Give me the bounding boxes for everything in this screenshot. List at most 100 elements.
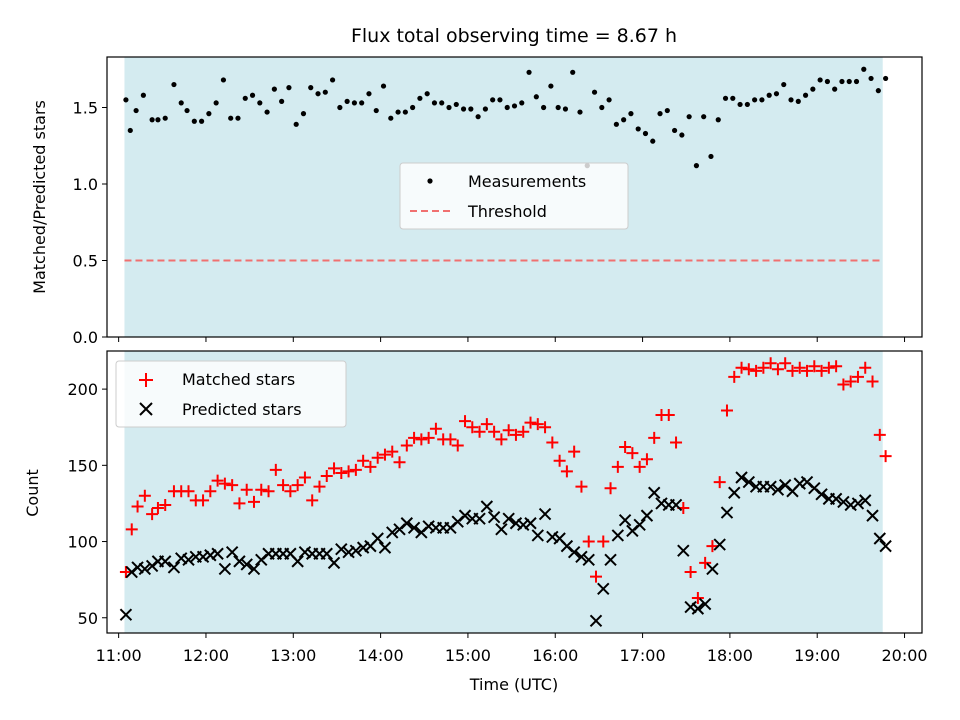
predicted-star-point bbox=[575, 550, 588, 563]
predicted-star-point bbox=[677, 544, 690, 557]
matched-star-point bbox=[815, 364, 828, 377]
predicted-star-point bbox=[771, 483, 785, 496]
matched-star-point bbox=[255, 483, 268, 496]
predicted-star-point bbox=[691, 602, 705, 615]
bottom-y-axis-label: Count bbox=[23, 469, 42, 517]
matched-star-point bbox=[371, 451, 384, 464]
matched-star-point bbox=[582, 535, 595, 548]
predicted-star-point bbox=[713, 538, 726, 551]
measurement-point bbox=[606, 97, 612, 103]
matched-star-point bbox=[640, 453, 653, 466]
chart-title: Flux total observing time = 8.67 h bbox=[351, 25, 677, 47]
x-tick-label: 12:00 bbox=[183, 646, 229, 665]
matched-star-point bbox=[611, 460, 624, 473]
measurement-point bbox=[788, 97, 794, 103]
measurement-point bbox=[446, 104, 452, 111]
measurement-point bbox=[613, 121, 619, 127]
matched-star-point bbox=[801, 364, 814, 377]
predicted-star-point bbox=[335, 542, 348, 556]
predicted-star-point bbox=[720, 506, 734, 519]
x-axis-label: Time (UTC) bbox=[469, 675, 558, 694]
predicted-star-point bbox=[866, 509, 879, 522]
matched-star-point bbox=[713, 476, 726, 489]
predicted-star-point bbox=[531, 529, 544, 542]
measurement-point bbox=[861, 66, 867, 72]
measurement-point bbox=[773, 91, 780, 97]
matched-star-point bbox=[619, 441, 632, 454]
measurement-point bbox=[679, 132, 685, 138]
predicted-star-point bbox=[349, 544, 363, 557]
matched-star-point bbox=[597, 535, 610, 548]
matched-star-point bbox=[233, 497, 246, 510]
predicted-star-point bbox=[655, 497, 668, 510]
matched-star-point bbox=[182, 485, 195, 498]
matched-star-point bbox=[866, 375, 879, 388]
predicted-star-point bbox=[327, 556, 341, 570]
measurement-point bbox=[228, 115, 234, 121]
measurement-point bbox=[526, 69, 532, 75]
matched-star-point bbox=[459, 415, 472, 428]
predicted-star-point bbox=[589, 614, 603, 628]
top-y-axis-label: Matched/Predicted stars bbox=[30, 100, 49, 294]
matched-star-point bbox=[786, 364, 799, 377]
measurement-point bbox=[846, 78, 852, 85]
measurement-point bbox=[715, 117, 721, 123]
matched-star-point bbox=[240, 483, 253, 496]
matched-star-point bbox=[429, 422, 442, 435]
matched-star-point bbox=[859, 361, 872, 374]
predicted-star-point bbox=[487, 510, 501, 524]
measurement-point bbox=[242, 95, 248, 101]
matched-star-point bbox=[451, 439, 464, 452]
predicted-star-point bbox=[378, 541, 392, 554]
measurement-point bbox=[635, 126, 641, 132]
matched-star-point bbox=[247, 495, 260, 508]
x-tick-label: 19:00 bbox=[794, 646, 840, 665]
measurement-point bbox=[839, 78, 845, 85]
matched-star-point bbox=[517, 425, 530, 438]
measurement-point bbox=[380, 83, 387, 89]
x-tick-label: 18:00 bbox=[707, 646, 753, 665]
predicted-star-point bbox=[597, 582, 610, 596]
measurement-point bbox=[497, 97, 503, 103]
measurement-point bbox=[642, 130, 649, 137]
predicted-star-point bbox=[538, 507, 552, 521]
matched-star-point bbox=[706, 540, 719, 553]
legend-predicted-marker bbox=[139, 402, 153, 416]
matched-star-point bbox=[750, 364, 763, 377]
measurement-point bbox=[162, 115, 168, 121]
measurement-point bbox=[235, 115, 241, 121]
measurement-point bbox=[504, 104, 510, 111]
matched-star-point bbox=[590, 570, 602, 583]
matched-star-point bbox=[378, 448, 391, 461]
predicted-star-point bbox=[517, 518, 530, 531]
matched-star-point bbox=[444, 433, 457, 446]
matched-star-point bbox=[568, 445, 581, 458]
matched-star-point bbox=[502, 424, 515, 437]
measurement-point bbox=[686, 114, 692, 120]
predicted-star-point bbox=[793, 477, 806, 490]
matched-star-point bbox=[204, 485, 217, 498]
legend-matched-label: Matched stars bbox=[182, 370, 295, 389]
matched-star-point bbox=[466, 421, 479, 434]
matched-star-point bbox=[218, 477, 231, 490]
x-tick-label: 17:00 bbox=[620, 646, 666, 665]
measurement-point bbox=[264, 109, 270, 115]
matched-star-point bbox=[473, 425, 486, 438]
bottom-y-tick-label: 100 bbox=[67, 533, 98, 552]
measurement-point bbox=[257, 100, 263, 106]
predicted-star-point bbox=[742, 475, 756, 489]
measurement-point bbox=[795, 98, 801, 104]
legend-threshold-label: Threshold bbox=[467, 202, 547, 221]
matched-star-point bbox=[830, 360, 843, 373]
x-tick-label: 15:00 bbox=[445, 646, 491, 665]
measurement-point bbox=[722, 95, 729, 101]
measurement-point bbox=[460, 106, 467, 112]
predicted-star-point bbox=[844, 498, 857, 512]
measurement-point bbox=[198, 118, 205, 124]
predicted-star-point bbox=[698, 597, 712, 611]
x-tick-label: 14:00 bbox=[358, 646, 404, 665]
predicted-star-point bbox=[815, 488, 828, 501]
matched-star-point bbox=[771, 363, 784, 376]
measurement-point bbox=[766, 92, 772, 98]
matched-star-point bbox=[313, 480, 326, 493]
